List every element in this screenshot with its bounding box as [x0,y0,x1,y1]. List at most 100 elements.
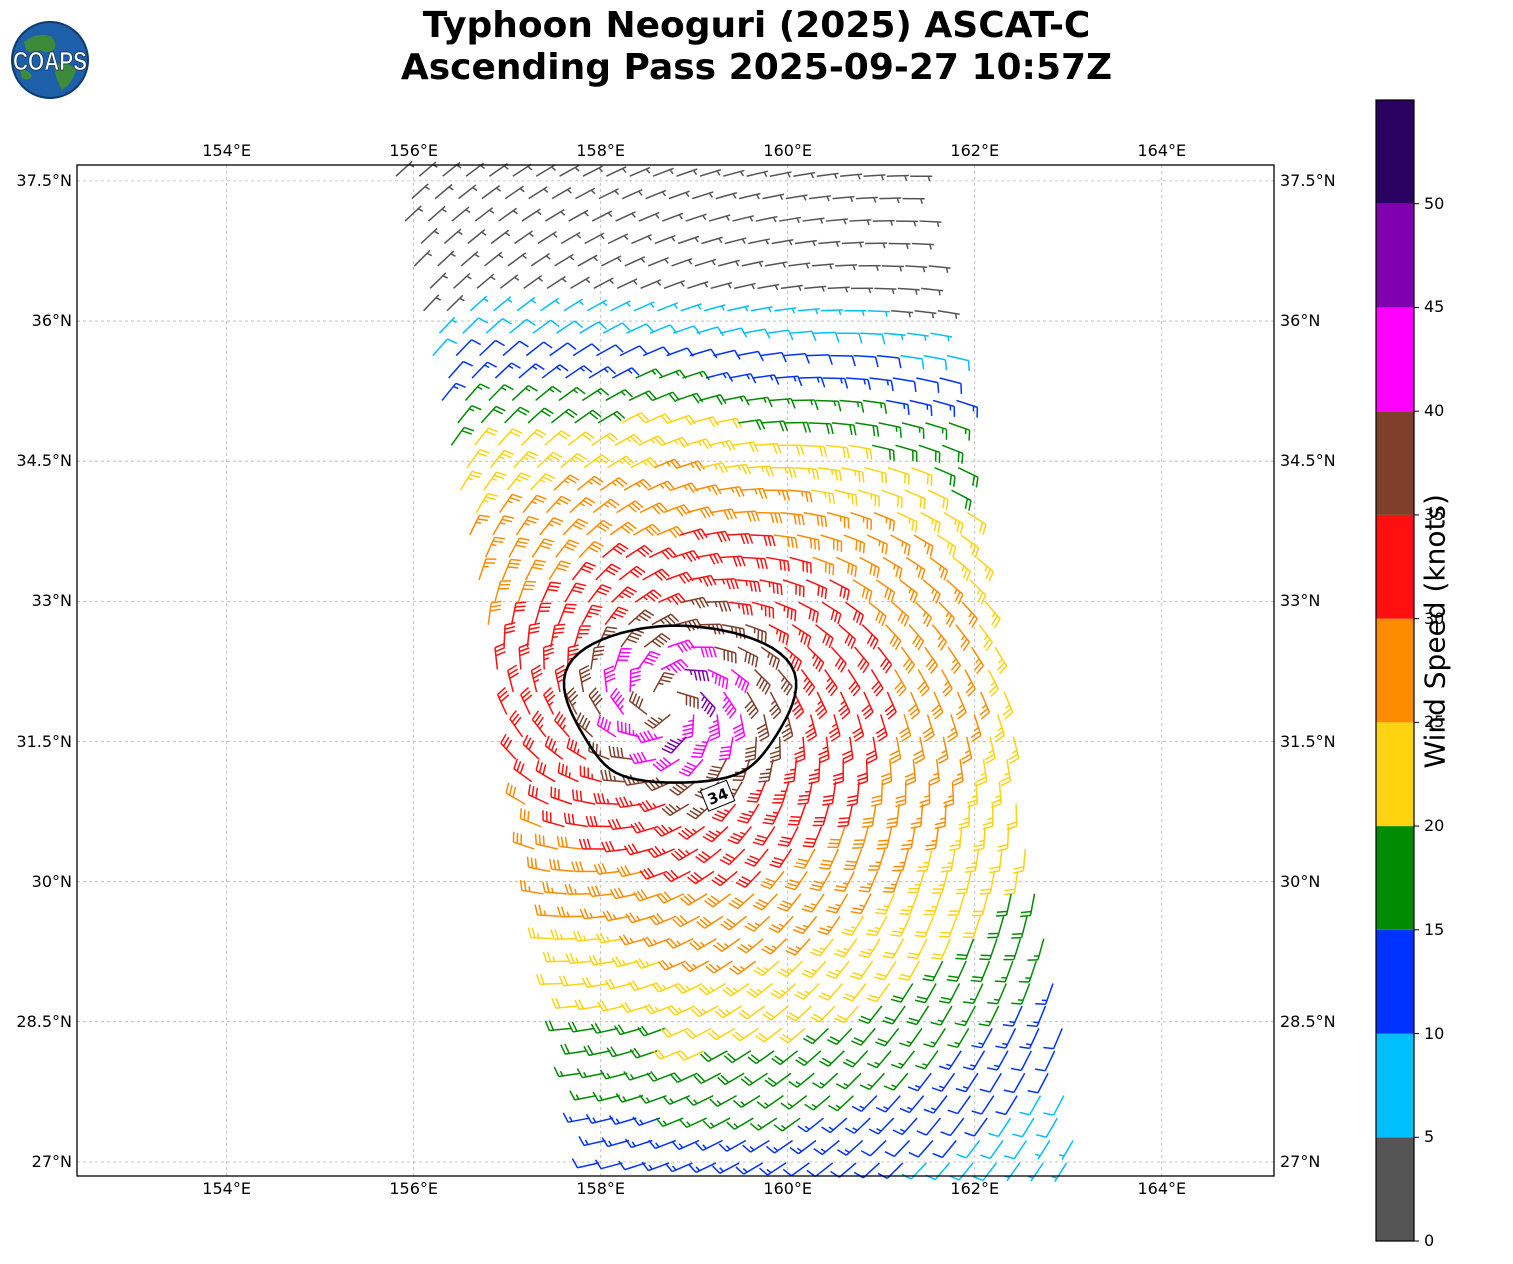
wind-barb [746,982,773,998]
wind-barb [490,229,511,245]
wind-barb [643,633,671,648]
wind-barb [844,1117,871,1134]
wind-barb [792,915,818,935]
wind-barb [773,534,798,549]
wind-barb [629,166,651,177]
wind-barb [955,691,967,720]
wind-barb [925,1162,951,1181]
wind-barb [929,556,949,581]
wind-barb [730,668,750,694]
wind-barb [601,840,628,853]
wind-barb [690,1005,719,1018]
wind-barb [663,280,685,290]
wind-barb [800,669,816,697]
wind-barb [568,209,589,222]
wind-barb [878,422,902,438]
wind-barb [875,714,888,742]
wind-barb [837,803,854,828]
colorbar-tick-label: 40 [1424,401,1445,421]
wind-barb [870,669,884,697]
wind-barb [744,915,771,932]
wind-barb [850,511,873,531]
wind-barb [699,394,727,406]
wind-barb [575,712,594,738]
wind-barb [735,1162,763,1175]
wind-barb [672,325,701,335]
wind-barb [536,451,563,469]
wind-barb [682,370,710,381]
wind-barb [793,171,816,179]
wind-barb [864,467,887,484]
wind-barb [637,799,666,813]
wind-barb [740,1072,768,1087]
wind-barb [691,416,720,428]
wind-barb [821,1117,848,1134]
wind-barb [772,781,790,804]
wind-barb [855,422,880,437]
wind-barb [494,642,506,670]
wind-barb [611,367,640,379]
wind-barb [674,982,703,995]
colorbar-tick-label: 5 [1424,1127,1435,1147]
wind-barb [545,208,566,222]
wind-barb [628,390,657,402]
wind-barb [806,354,833,366]
wind-barb [735,870,762,888]
wind-barb [834,871,855,892]
wind-barb [558,975,586,987]
wind-barb [687,280,709,290]
wind-barb [481,185,502,200]
wind-barb [428,205,447,222]
wind-barb [485,317,512,334]
wind-barb [479,339,505,357]
wind-barb [891,601,910,627]
wind-barb [936,534,957,558]
lat-tick-label-left: 34.5°N [16,451,72,471]
wind-barb [542,810,565,828]
wind-barb [1051,1162,1068,1182]
wind-barb [571,561,596,581]
wind-barb [718,1139,747,1152]
wind-barb [616,500,644,514]
wind-barb [494,580,512,603]
wind-barb [1027,938,1045,961]
wind-barb [729,373,757,384]
wind-barb [545,495,572,514]
wind-barb [1004,1162,1021,1182]
wind-barb [899,893,919,916]
coaps-logo: COAPS [10,20,90,100]
wind-barb [556,835,582,850]
wind-barb [736,579,761,593]
wind-barb [963,983,984,1005]
lat-tick-label-left: 31.5°N [16,731,72,751]
wind-barb [691,736,711,759]
wind-barb [605,389,633,402]
wind-barb [1035,983,1054,1006]
wind-barb [616,278,638,290]
wind-barb [662,1094,691,1105]
wind-barb [765,1139,794,1154]
wind-barb [901,422,925,439]
wind-barb [457,405,482,424]
wind-barb [642,568,670,581]
wind-barb [949,826,963,852]
wind-barb [510,601,527,625]
wind-barb [886,399,910,415]
wind-barb [813,1139,840,1156]
wind-barb [506,664,520,693]
wind-barb [617,720,640,738]
wind-barb [925,422,948,440]
wind-barb [694,258,717,267]
wind-barb [955,871,972,895]
wind-barb [550,408,578,424]
wind-barb [803,1027,829,1045]
colorbar-tick-label: 30 [1424,608,1445,628]
wind-barb [1013,848,1027,874]
wind-barb [671,257,693,267]
wind-barb [779,1027,806,1044]
wind-barb [492,515,515,536]
wind-barb [916,377,940,394]
lat-tick-label-right: 36°N [1280,311,1321,331]
wind-barb [660,1027,689,1038]
wind-barb [964,1117,988,1137]
